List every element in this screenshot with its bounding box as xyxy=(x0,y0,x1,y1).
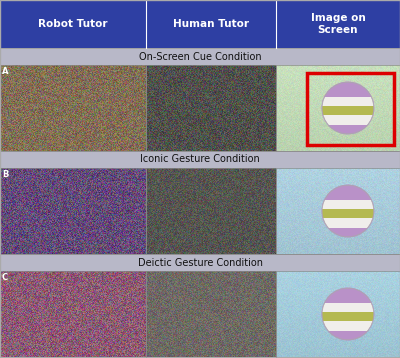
Bar xyxy=(0,151,400,168)
Text: A: A xyxy=(2,67,8,76)
Bar xyxy=(146,65,276,151)
Bar xyxy=(276,65,400,151)
Text: B: B xyxy=(2,170,8,179)
Bar xyxy=(0,0,400,48)
Text: Robot Tutor: Robot Tutor xyxy=(38,19,108,29)
Bar xyxy=(146,271,276,357)
Bar xyxy=(0,271,146,357)
Bar xyxy=(322,97,374,106)
Text: Human Tutor: Human Tutor xyxy=(173,19,249,29)
Bar xyxy=(322,87,374,97)
Bar xyxy=(0,254,400,271)
Bar xyxy=(0,48,400,65)
Circle shape xyxy=(322,288,374,340)
Bar xyxy=(322,293,374,303)
Bar xyxy=(322,330,374,340)
Circle shape xyxy=(322,82,374,134)
Bar xyxy=(322,115,374,125)
Bar xyxy=(322,209,374,218)
Bar xyxy=(322,125,374,134)
Text: Iconic Gesture Condition: Iconic Gesture Condition xyxy=(140,155,260,164)
Bar xyxy=(322,303,374,312)
Bar xyxy=(322,321,374,330)
Bar xyxy=(146,168,276,254)
Bar xyxy=(322,312,374,321)
Bar xyxy=(307,73,394,145)
Bar xyxy=(322,288,374,293)
Bar xyxy=(322,200,374,209)
Text: On-Screen Cue Condition: On-Screen Cue Condition xyxy=(139,52,261,62)
Bar xyxy=(322,185,374,190)
Bar xyxy=(0,168,146,254)
Bar xyxy=(322,190,374,200)
Bar xyxy=(276,168,400,254)
Text: Deictic Gesture Condition: Deictic Gesture Condition xyxy=(138,257,262,267)
Bar xyxy=(322,218,374,228)
Text: Image on
Screen: Image on Screen xyxy=(311,13,365,35)
Bar xyxy=(322,228,374,237)
Circle shape xyxy=(322,185,374,237)
Bar xyxy=(0,65,146,151)
Bar xyxy=(322,106,374,115)
Text: C: C xyxy=(2,273,8,282)
Bar xyxy=(276,271,400,357)
Bar xyxy=(322,82,374,87)
